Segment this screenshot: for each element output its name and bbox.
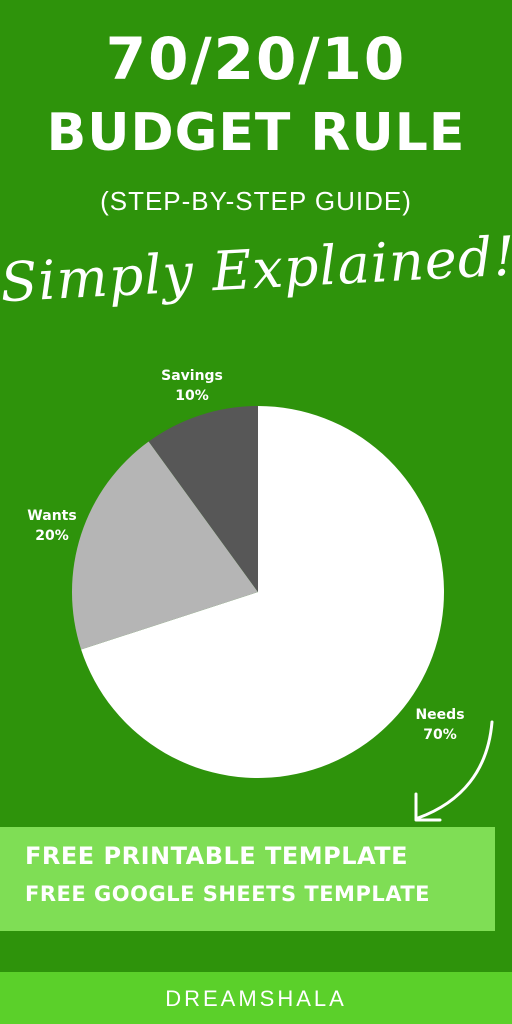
label-savings: Savings 10%	[150, 366, 234, 406]
pie-slice-wants	[71, 441, 259, 650]
banner-printable-template[interactable]: FREE PRINTABLE TEMPLATE	[25, 842, 409, 870]
banner-google-sheets-template[interactable]: FREE GOOGLE SHEETS TEMPLATE	[25, 882, 431, 906]
title-line-1: 70/20/10	[105, 25, 407, 93]
label-savings-value: 10%	[175, 388, 209, 404]
label-needs: Needs 70%	[404, 705, 476, 745]
brand-name[interactable]: DREAMSHALA	[165, 986, 347, 1011]
label-needs-name: Needs	[415, 707, 465, 723]
pie-chart	[71, 406, 444, 778]
pie-slice-savings	[148, 406, 258, 592]
label-wants: Wants 20%	[16, 506, 88, 546]
subtitle: (STEP-BY-STEP GUIDE)	[100, 186, 412, 216]
label-wants-value: 20%	[35, 528, 69, 544]
pie-slice-needs	[81, 406, 444, 778]
label-savings-name: Savings	[161, 368, 223, 384]
title-line-2: BUDGET RULE	[46, 103, 466, 163]
label-wants-name: Wants	[27, 508, 77, 524]
script-tagline: Simply Explained!	[0, 224, 512, 315]
label-needs-value: 70%	[423, 727, 457, 743]
footer-bar	[0, 972, 512, 1024]
template-banner[interactable]	[0, 827, 495, 931]
curved-arrow-icon	[414, 720, 494, 822]
